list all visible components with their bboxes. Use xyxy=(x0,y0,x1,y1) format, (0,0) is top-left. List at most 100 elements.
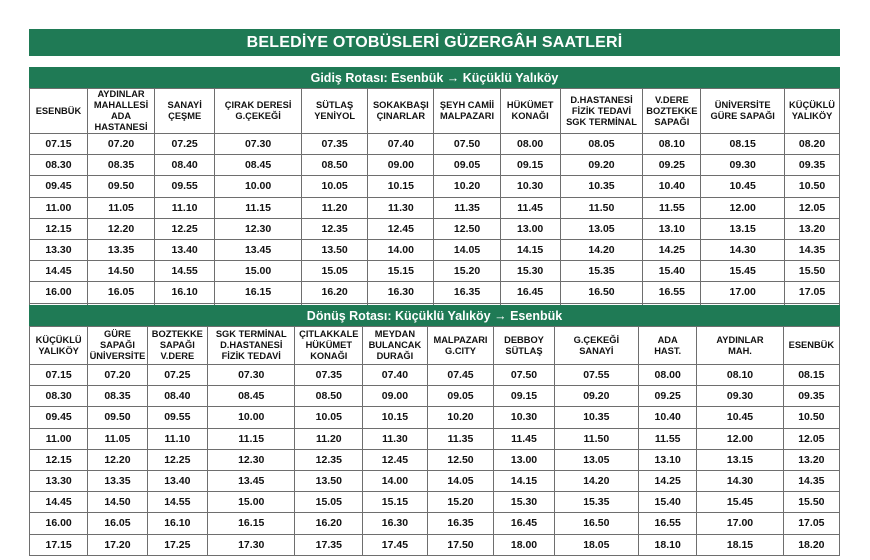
stop-name-line: SÜTLAŞ xyxy=(316,100,354,110)
time-cell: 14.15 xyxy=(493,469,555,493)
time-cell: 11.35 xyxy=(426,427,495,450)
time-cell: 17.05 xyxy=(782,512,841,535)
time-cell: 13.35 xyxy=(86,238,156,262)
time-cell: 12.05 xyxy=(782,427,841,450)
time-cell: 16.35 xyxy=(426,512,495,535)
time-cell: 11.45 xyxy=(493,427,555,450)
time-cell: 12.35 xyxy=(301,217,369,240)
time-cell: 13.45 xyxy=(214,238,303,262)
table-row: 16.00 16.05 16.10 16.15 16.20 16.30 16.35 16.45… xyxy=(28,512,841,535)
time-cell: 16.45 xyxy=(493,512,555,535)
time-cell: 07.45 xyxy=(426,363,495,387)
stop-header: SÜTLAŞ YENİYOL xyxy=(301,88,369,134)
stop-header: ESENBÜK xyxy=(782,326,841,365)
stop-header: DEBBOY SÜTLAŞ xyxy=(493,326,555,365)
stop-name-line: BOZTEKKE xyxy=(151,329,203,339)
header-row: ESENBÜK AYDINLAR MAHALLESİ ADA HASTANESİ SAN… xyxy=(29,88,840,134)
stop-header: AYDINLAR MAHALLESİ ADA HASTANESİ xyxy=(86,88,156,134)
time-cell: 12.20 xyxy=(86,217,156,240)
time-cell: 11.35 xyxy=(433,196,501,219)
time-cell: 07.50 xyxy=(433,132,501,156)
time-cell: 13.20 xyxy=(784,217,840,240)
time-cell: 09.35 xyxy=(784,154,840,177)
stop-name-line: AYDINLAR xyxy=(716,334,764,345)
time-cell: 12.15 xyxy=(29,217,88,240)
time-cell: 14.55 xyxy=(154,260,216,283)
time-cell: 15.30 xyxy=(493,491,555,514)
time-cell: 12.15 xyxy=(28,448,89,471)
stop-name-line: G.ÇEKEĞİ xyxy=(235,111,281,121)
table-row: 13.30 13.35 13.40 13.45 13.50 14.00 14.05 14.15… xyxy=(28,469,841,493)
time-cell: 12.05 xyxy=(784,196,840,219)
stop-name-line: V.DERE xyxy=(654,94,689,105)
table-row: 11.00 11.05 11.10 11.15 11.20 11.30 11.35 11.45… xyxy=(28,427,841,450)
stop-header: KÜÇÜKLÜ YALIKÖY xyxy=(28,326,89,365)
stop-header: MEYDAN BULANCAK DURAĞI xyxy=(362,326,428,365)
time-cell: 08.50 xyxy=(294,385,364,408)
time-cell: 11.05 xyxy=(87,427,148,450)
time-cell: 12.00 xyxy=(696,427,784,450)
time-cell: 08.40 xyxy=(146,385,209,408)
route-title: Dönüş Rotası: Küçüklü Yalıköy → Esenbük xyxy=(29,305,840,326)
time-cell: 17.30 xyxy=(207,533,296,556)
time-cell: 15.40 xyxy=(642,260,702,283)
time-cell: 18.10 xyxy=(638,533,698,556)
time-cell: 09.25 xyxy=(638,385,698,408)
time-cell: 16.30 xyxy=(362,512,428,535)
time-cell: 12.35 xyxy=(294,448,364,471)
time-cell: 10.05 xyxy=(294,406,364,429)
time-cell: 08.10 xyxy=(642,132,702,156)
stop-name-line: MALPAZARI xyxy=(433,334,488,345)
time-cell: 12.00 xyxy=(700,196,786,219)
time-cell: 13.05 xyxy=(559,217,644,240)
time-cell: 15.45 xyxy=(700,260,786,283)
time-cell: 10.45 xyxy=(696,406,784,429)
time-cell: 14.20 xyxy=(559,238,644,262)
table-row: 12.15 12.20 12.25 12.30 12.35 12.45 12.50 13.00… xyxy=(29,217,840,240)
time-cell: 09.00 xyxy=(367,154,435,177)
time-cell: 15.35 xyxy=(559,260,644,283)
time-cell: 15.15 xyxy=(367,260,435,283)
time-cell: 17.35 xyxy=(294,533,364,556)
time-cell: 09.05 xyxy=(426,385,495,408)
schedule-table: KÜÇÜKLÜ YALIKÖY GÜRE SAPAĞI ÜNİVERSİTE BOZTE… xyxy=(28,326,841,556)
stop-header: ESENBÜK xyxy=(29,88,88,134)
time-cell: 07.15 xyxy=(28,363,89,387)
stop-header: ŞEYH CAMİİ MALPAZARI xyxy=(433,88,501,134)
time-cell: 08.00 xyxy=(499,132,561,156)
time-cell: 14.30 xyxy=(700,238,786,262)
time-cell: 18.05 xyxy=(553,533,640,556)
table-body: 07.15 07.20 07.25 07.30 07.35 07.40 07.45 07.50… xyxy=(28,363,841,556)
stop-name-line: SGK TERMİNAL xyxy=(215,329,287,339)
time-cell: 09.50 xyxy=(87,406,148,429)
time-cell: 11.30 xyxy=(367,196,435,219)
time-cell: 13.10 xyxy=(638,448,698,471)
stop-name-line: AYDINLAR xyxy=(97,89,145,99)
time-cell: 09.20 xyxy=(553,385,640,408)
time-cell: 17.15 xyxy=(28,533,89,556)
stop-name-line: KONAĞI xyxy=(511,111,549,121)
stop-name-line: YALIKÖY xyxy=(38,345,79,356)
time-cell: 10.40 xyxy=(638,406,698,429)
stop-name-line: G.ÇEKEĞİ xyxy=(573,334,620,345)
time-cell: 08.30 xyxy=(28,385,89,408)
time-cell: 10.00 xyxy=(207,406,296,429)
time-cell: 07.40 xyxy=(362,363,428,387)
stop-name-line: MALPAZARI xyxy=(440,111,495,121)
table-row: 07.15 07.20 07.25 07.30 07.35 07.40 07.45 07.50… xyxy=(28,363,841,387)
time-cell: 16.10 xyxy=(146,512,209,535)
stop-name-line: D.HASTANESİ xyxy=(570,94,633,105)
stop-name-line: HAST. xyxy=(654,345,682,356)
time-cell: 11.50 xyxy=(553,427,640,450)
time-cell: 08.30 xyxy=(29,154,88,177)
time-cell: 10.15 xyxy=(362,406,428,429)
time-cell: 15.05 xyxy=(301,260,369,283)
time-cell: 10.50 xyxy=(782,406,841,429)
time-cell: 13.30 xyxy=(28,469,89,493)
table-row: 09.45 09.50 09.55 10.00 10.05 10.15 10.20 10.30… xyxy=(29,175,840,198)
time-cell: 09.25 xyxy=(642,154,702,177)
time-cell: 09.50 xyxy=(86,175,156,198)
stop-name-line: ŞEYH CAMİİ xyxy=(439,100,495,110)
time-cell: 16.50 xyxy=(553,512,640,535)
